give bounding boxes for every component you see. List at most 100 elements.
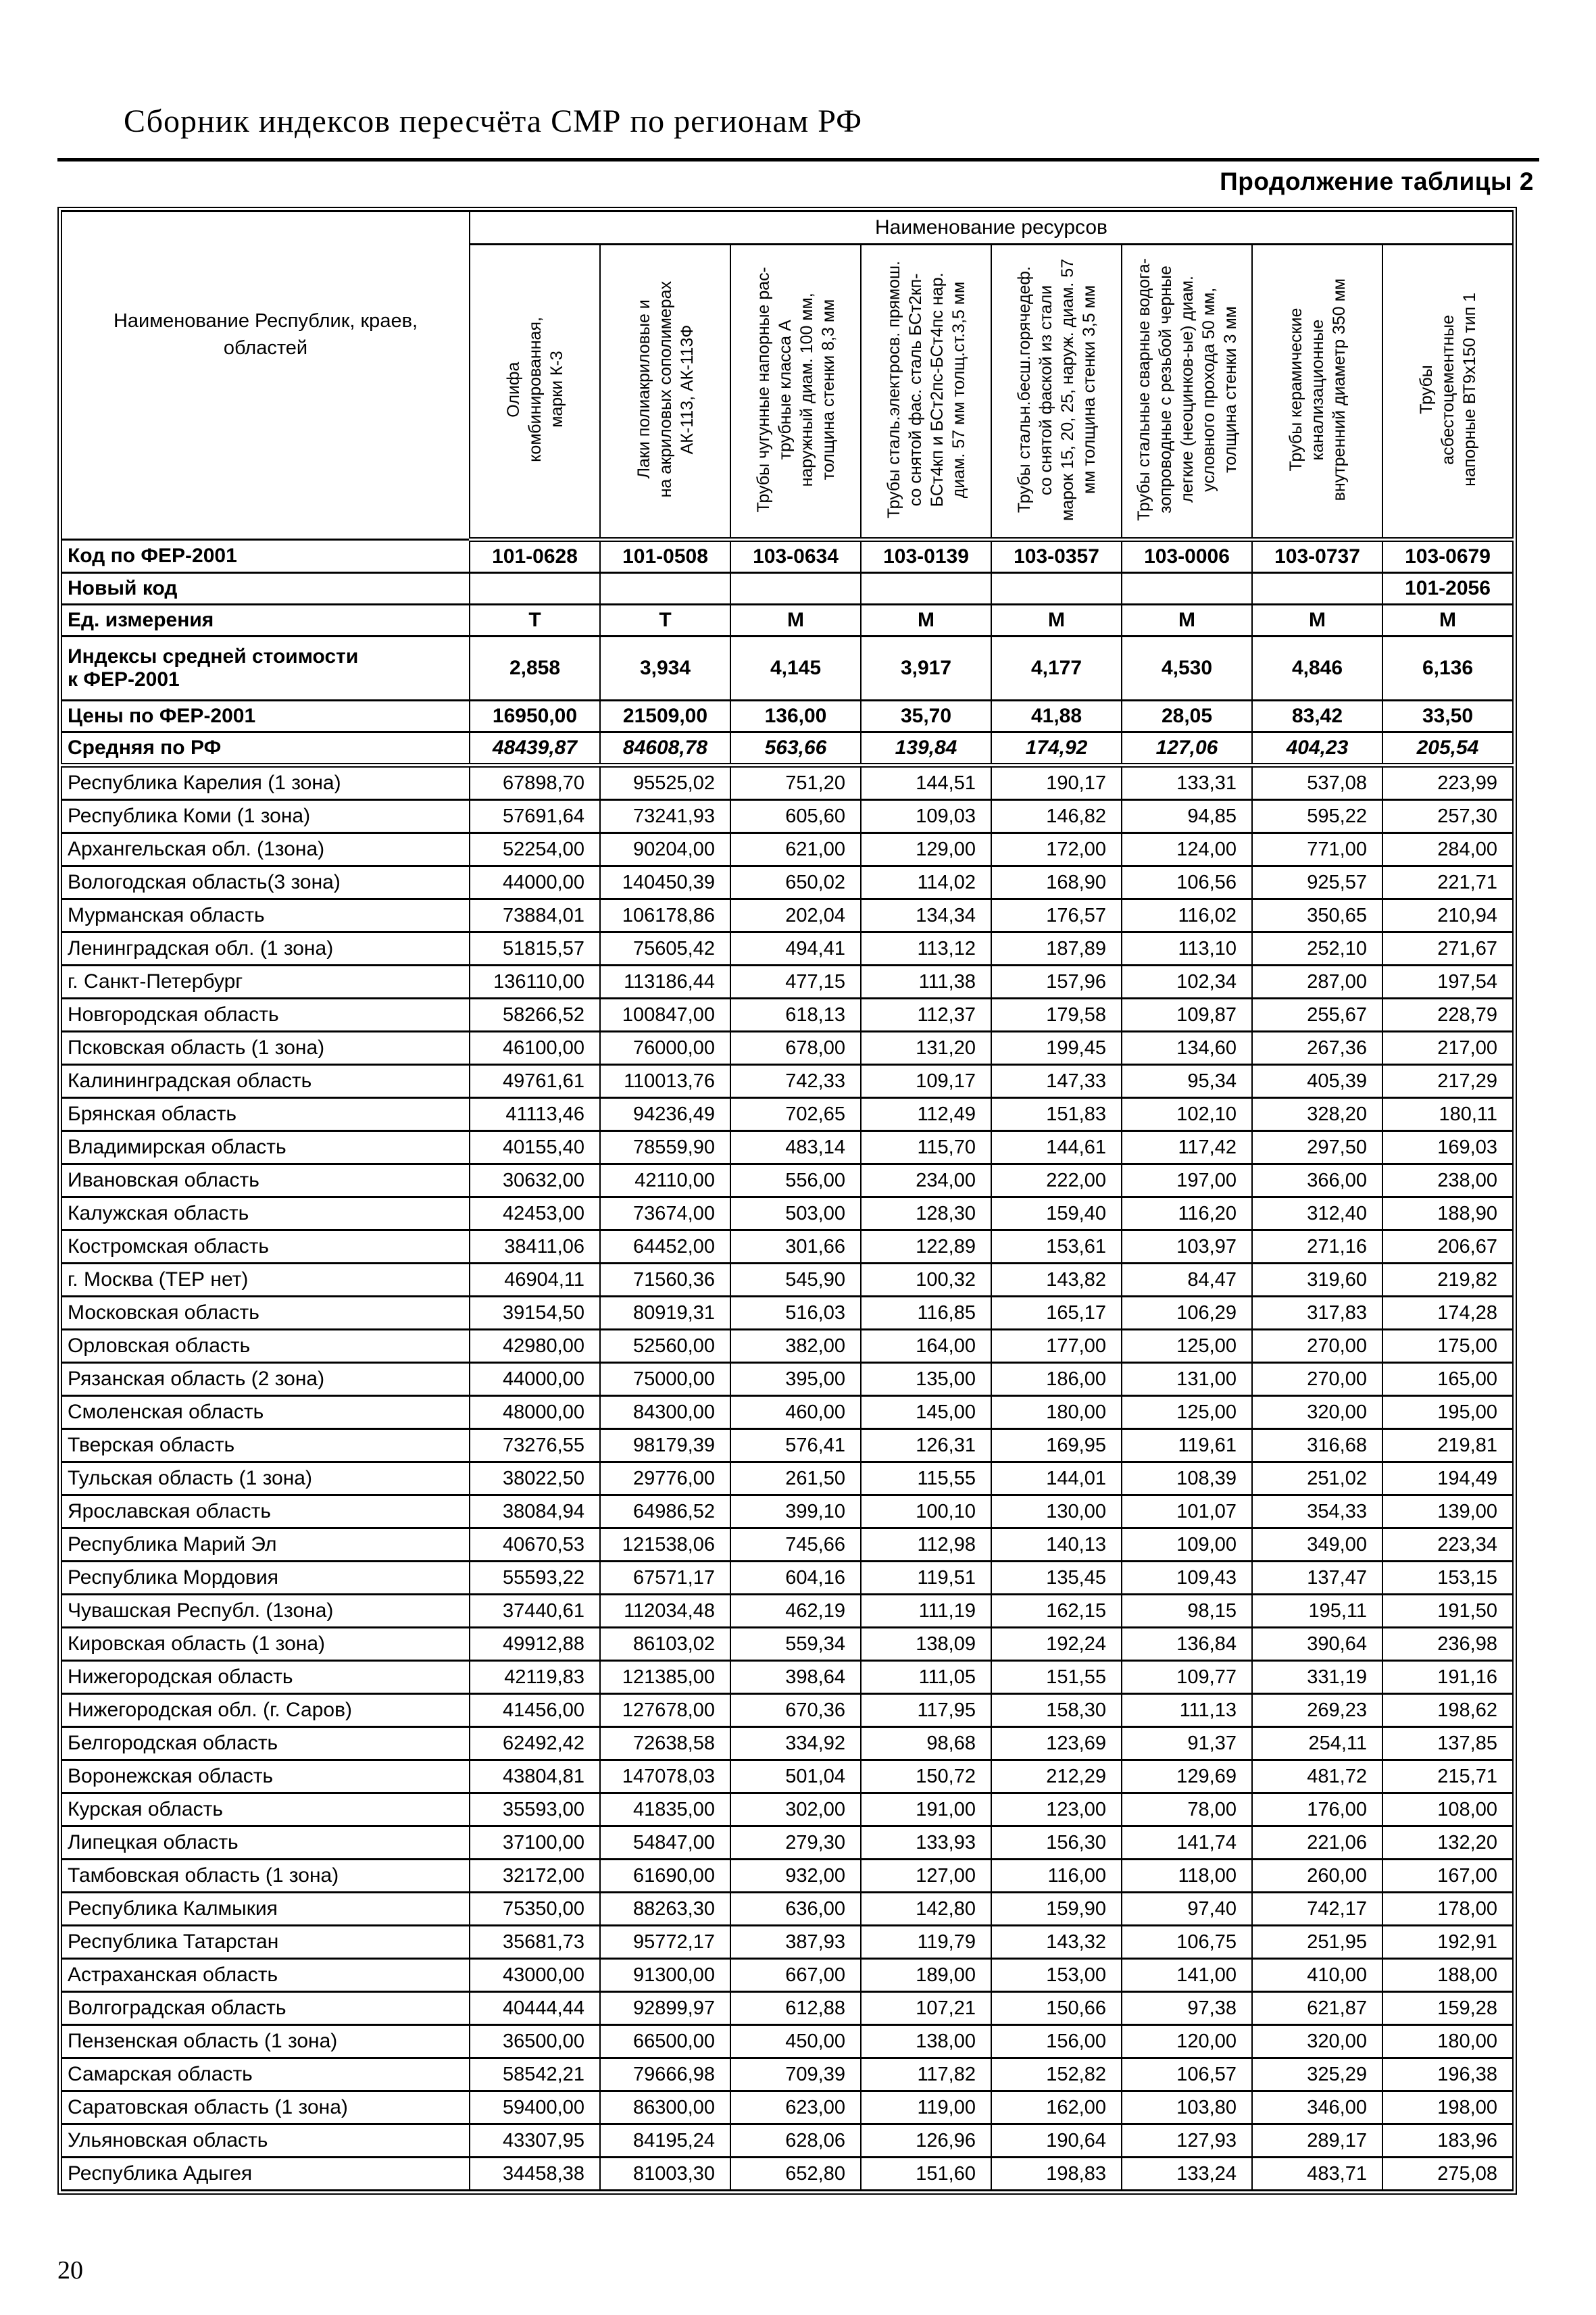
value-cell: 636,00 xyxy=(730,1891,862,1926)
value-cell: 702,65 xyxy=(730,1097,862,1132)
resources-header: Наименование ресурсов xyxy=(469,210,1514,245)
value-cell xyxy=(991,572,1122,605)
value-cell: 745,66 xyxy=(730,1527,862,1562)
value-cell: 4,145 xyxy=(730,635,862,701)
value-cell: 410,00 xyxy=(1251,1958,1383,1993)
value-cell: 111,19 xyxy=(860,1593,992,1628)
value-cell: 503,00 xyxy=(730,1196,862,1231)
value-cell: 101-0508 xyxy=(599,539,731,574)
value-cell: 199,45 xyxy=(991,1030,1122,1066)
value-cell: 222,00 xyxy=(991,1163,1122,1198)
region-row: Республика Карелия (1 зона) 67898,70 95525… xyxy=(61,764,1514,801)
value-cell: 151,55 xyxy=(991,1660,1122,1695)
value-cell: 43307,95 xyxy=(469,2123,601,2158)
value-cell: 195,11 xyxy=(1251,1593,1383,1628)
value-cell: 279,30 xyxy=(730,1825,862,1860)
value-cell: 106,57 xyxy=(1121,2057,1253,2092)
value-cell: 194,49 xyxy=(1382,1461,1514,1496)
value-cell: 190,64 xyxy=(991,2123,1122,2158)
value-cell: 169,95 xyxy=(991,1428,1122,1463)
resource-column-text: Трубы стальные сварные водога- зопроводн… xyxy=(1134,258,1240,521)
value-cell: 112,98 xyxy=(860,1527,992,1562)
value-cell: 205,54 xyxy=(1382,731,1514,768)
region-name: Курская область xyxy=(61,1792,470,1827)
value-cell: 106,29 xyxy=(1121,1295,1253,1330)
value-cell: 108,00 xyxy=(1382,1792,1514,1827)
value-cell: 595,22 xyxy=(1251,799,1383,834)
value-cell: 112,49 xyxy=(860,1097,992,1132)
value-cell: 219,81 xyxy=(1382,1428,1514,1463)
region-row: Орловская область 42980,00 52560,00 382,00 1… xyxy=(61,1328,1514,1364)
value-cell: 48439,87 xyxy=(469,731,601,768)
value-cell: 287,00 xyxy=(1251,964,1383,999)
summary-row-index-avg-cost: Индексы средней стоимости к ФЕР-2001 2,85… xyxy=(61,635,1514,701)
value-cell: 317,83 xyxy=(1251,1295,1383,1330)
value-cell: 110013,76 xyxy=(599,1064,731,1099)
value-cell: 95772,17 xyxy=(599,1924,731,1960)
row-label: Код по ФЕР-2001 xyxy=(61,539,470,574)
value-cell: 67571,17 xyxy=(599,1560,731,1595)
value-cell: 111,05 xyxy=(860,1660,992,1695)
value-cell: 197,00 xyxy=(1121,1163,1253,1198)
value-cell: 58542,21 xyxy=(469,2057,601,2092)
region-name: Владимирская область xyxy=(61,1130,470,1165)
value-cell: 501,04 xyxy=(730,1759,862,1794)
value-cell: 192,24 xyxy=(991,1626,1122,1662)
value-cell: 131,00 xyxy=(1121,1362,1253,1397)
value-cell: 165,00 xyxy=(1382,1362,1514,1397)
value-cell: 73674,00 xyxy=(599,1196,731,1231)
value-cell: 320,00 xyxy=(1251,2024,1383,2059)
value-cell xyxy=(469,572,601,605)
value-cell: 144,51 xyxy=(860,764,992,801)
value-cell xyxy=(1121,572,1253,605)
value-cell: 206,67 xyxy=(1382,1229,1514,1264)
value-cell: М xyxy=(991,603,1122,637)
value-cell: 316,68 xyxy=(1251,1428,1383,1463)
value-cell: 137,85 xyxy=(1382,1726,1514,1761)
value-cell: М xyxy=(860,603,992,637)
value-cell: 605,60 xyxy=(730,799,862,834)
resources-header-row: Наименование Республик, краев, областей … xyxy=(61,210,1514,541)
value-cell: 124,00 xyxy=(1121,832,1253,867)
value-cell: 58266,52 xyxy=(469,997,601,1032)
region-row: Республика Коми (1 зона) 57691,64 73241,93… xyxy=(61,799,1514,834)
value-cell: 78,00 xyxy=(1121,1792,1253,1827)
indices-table: Наименование Республик, краев, областей … xyxy=(61,210,1514,2191)
region-row: Ивановская область 30632,00 42110,00 556,00… xyxy=(61,1163,1514,1198)
value-cell: 95525,02 xyxy=(599,764,731,801)
value-cell: 165,17 xyxy=(991,1295,1122,1330)
resource-column-text: Трубы керамические канализационные внутр… xyxy=(1286,278,1349,501)
value-cell: 197,54 xyxy=(1382,964,1514,999)
value-cell: 90204,00 xyxy=(599,832,731,867)
value-cell: 52560,00 xyxy=(599,1328,731,1364)
value-cell: 133,24 xyxy=(1121,2156,1253,2191)
value-cell: 198,62 xyxy=(1382,1693,1514,1728)
value-cell: 113,12 xyxy=(860,931,992,966)
value-cell: 55593,22 xyxy=(469,1560,601,1595)
value-cell: 48000,00 xyxy=(469,1395,601,1430)
value-cell: 147078,03 xyxy=(599,1759,731,1794)
value-cell: 44000,00 xyxy=(469,1362,601,1397)
value-cell: 142,80 xyxy=(860,1891,992,1926)
value-cell: 46904,11 xyxy=(469,1262,601,1297)
region-row: Нижегородская область 42119,83 121385,00 39… xyxy=(61,1660,1514,1695)
value-cell: 228,79 xyxy=(1382,997,1514,1032)
value-cell: 404,23 xyxy=(1251,731,1383,768)
value-cell: 350,65 xyxy=(1251,898,1383,933)
value-cell: 98,68 xyxy=(860,1726,992,1761)
region-row: Мурманская область 73884,01 106178,86 202,0… xyxy=(61,898,1514,933)
value-cell: 138,00 xyxy=(860,2024,992,2059)
region-name: г. Санкт-Петербург xyxy=(61,964,470,999)
value-cell: 139,84 xyxy=(860,731,992,768)
region-name: Московская область xyxy=(61,1295,470,1330)
region-row: Республика Адыгея 34458,38 81003,30 652,80 1… xyxy=(61,2156,1514,2191)
value-cell: 116,00 xyxy=(991,1858,1122,1893)
value-cell: 40444,44 xyxy=(469,1991,601,2026)
value-cell: 129,69 xyxy=(1121,1759,1253,1794)
region-name: Калужская область xyxy=(61,1196,470,1231)
value-cell: 152,82 xyxy=(991,2057,1122,2092)
value-cell: 198,83 xyxy=(991,2156,1122,2191)
value-cell: 136110,00 xyxy=(469,964,601,999)
value-cell: 925,57 xyxy=(1251,865,1383,900)
value-cell: 192,91 xyxy=(1382,1924,1514,1960)
